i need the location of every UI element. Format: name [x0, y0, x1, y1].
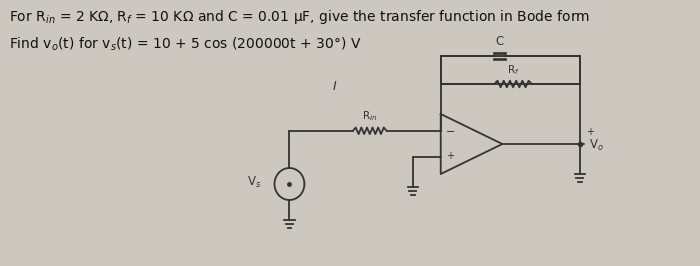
Text: R$_{in}$: R$_{in}$ [362, 109, 377, 123]
Text: For R$_{in}$ = 2 KΩ, R$_f$ = 10 KΩ and C = 0.01 μF, give the transfer function i: For R$_{in}$ = 2 KΩ, R$_f$ = 10 KΩ and C… [9, 8, 591, 26]
Text: +: + [447, 151, 454, 161]
Text: C: C [495, 35, 503, 48]
Text: Find v$_o$(t) for v$_s$(t) = 10 + 5 cos (200000t + 30°) V: Find v$_o$(t) for v$_s$(t) = 10 + 5 cos … [9, 36, 362, 53]
Text: I: I [332, 80, 336, 93]
Text: V$_s$: V$_s$ [247, 174, 261, 190]
Text: R$_f$: R$_f$ [507, 63, 519, 77]
Text: −: − [447, 127, 456, 137]
Text: V$_o$: V$_o$ [589, 138, 604, 152]
Text: +: + [587, 127, 594, 137]
